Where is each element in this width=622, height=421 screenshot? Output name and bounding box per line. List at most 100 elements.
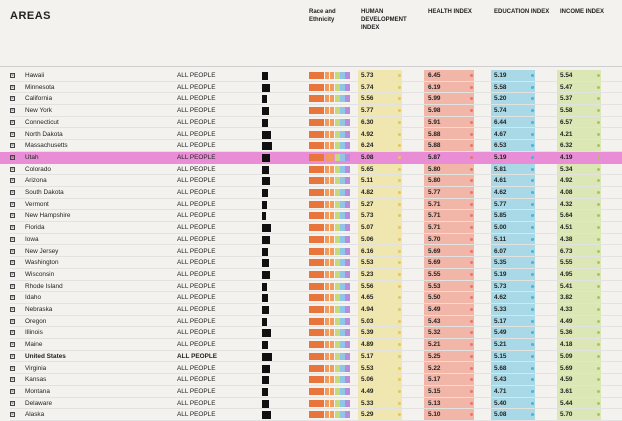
education-value: 5.21: [494, 341, 507, 349]
remove-row-checkbox[interactable]: ×: [10, 260, 15, 267]
state-shape-icon: [262, 235, 270, 244]
remove-row-checkbox[interactable]: ×: [10, 108, 15, 115]
row-divider: [10, 139, 622, 141]
income-value: 4.38: [560, 235, 573, 243]
group-label: ALL PEOPLE: [177, 317, 216, 325]
remove-row-checkbox[interactable]: ×: [10, 365, 15, 372]
table-row[interactable]: × Delaware ALL PEOPLE 5.33 5.13 5.40 5.44: [0, 398, 622, 410]
income-index-header[interactable]: INCOME INDEX: [560, 9, 605, 15]
remove-row-checkbox[interactable]: ×: [10, 213, 15, 220]
table-row[interactable]: × Utah ALL PEOPLE 5.08 5.87 5.19 4.19: [0, 151, 622, 164]
remove-row-checkbox[interactable]: ×: [10, 154, 15, 161]
race-ethnicity-bar: [309, 142, 351, 150]
remove-row-checkbox[interactable]: ×: [10, 166, 15, 173]
remove-row-checkbox[interactable]: ×: [10, 190, 15, 196]
table-row[interactable]: × Vermont ALL PEOPLE 5.27 5.71 5.77 4.32: [0, 199, 622, 211]
education-marker: [531, 191, 534, 194]
health-index-header[interactable]: HEALTH INDEX: [428, 9, 472, 15]
table-row[interactable]: × South Dakota ALL PEOPLE 4.82 5.77 4.62 4.08: [0, 187, 622, 199]
health-value: 5.10: [428, 411, 441, 419]
table-row[interactable]: × Kansas ALL PEOPLE 5.06 5.17 5.43 4.59: [0, 374, 622, 386]
remove-row-checkbox[interactable]: ×: [10, 96, 15, 103]
hdi-value: 4.92: [361, 130, 374, 138]
remove-row-checkbox[interactable]: ×: [10, 318, 15, 325]
table-row[interactable]: × Connecticut ALL PEOPLE 6.30 5.91 6.44 6.57: [0, 117, 622, 129]
table-row[interactable]: × Rhode Island ALL PEOPLE 5.56 5.53 5.73 5.41: [0, 281, 622, 293]
hdi-marker: [398, 85, 401, 89]
remove-row-checkbox[interactable]: ×: [10, 236, 15, 243]
table-row[interactable]: × Illinois ALL PEOPLE 5.39 5.32 5.49 5.36: [0, 327, 622, 340]
remove-row-checkbox[interactable]: ×: [10, 201, 15, 208]
table-row[interactable]: × New York ALL PEOPLE 5.77 5.98 5.74 5.58: [0, 105, 622, 117]
remove-row-checkbox[interactable]: ×: [10, 295, 15, 302]
remove-row-checkbox[interactable]: ×: [10, 131, 15, 138]
health-value: 5.69: [428, 247, 441, 255]
remove-row-checkbox[interactable]: ×: [10, 178, 15, 185]
table-row[interactable]: × Virginia ALL PEOPLE 5.53 5.22 5.68 5.69: [0, 363, 622, 375]
table-row[interactable]: × North Dakota ALL PEOPLE 4.92 5.88 4.67 4.21: [0, 129, 622, 141]
area-name: Washington: [25, 259, 59, 267]
remove-row-checkbox[interactable]: ×: [10, 73, 15, 79]
income-marker: [597, 120, 600, 124]
state-shape-icon: [262, 177, 270, 186]
remove-row-checkbox[interactable]: ×: [10, 119, 15, 126]
table-row[interactable]: × Montana ALL PEOPLE 4.49 5.15 4.71 3.61: [0, 386, 622, 398]
remove-row-checkbox[interactable]: ×: [10, 377, 15, 384]
income-value: 5.54: [560, 72, 573, 79]
race-ethnicity-bar: [309, 376, 351, 384]
table-row[interactable]: × Hawaii ALL PEOPLE 5.73 6.45 5.19 5.54: [0, 70, 622, 82]
health-value: 5.91: [428, 118, 441, 126]
remove-row-checkbox[interactable]: ×: [10, 400, 15, 407]
table-row[interactable]: × United States ALL PEOPLE 5.17 5.25 5.15 5.09: [0, 351, 622, 363]
remove-row-checkbox[interactable]: ×: [10, 283, 15, 290]
remove-row-checkbox[interactable]: ×: [10, 388, 15, 395]
table-row[interactable]: × Minnesota ALL PEOPLE 5.74 6.19 5.58 5.47: [0, 82, 622, 94]
state-shape-icon: [262, 411, 271, 420]
table-row[interactable]: × Colorado ALL PEOPLE 5.65 5.80 5.81 5.34: [0, 164, 622, 176]
table-row[interactable]: × New Jersey ALL PEOPLE 6.16 5.69 6.07 6.73: [0, 246, 622, 258]
race-ethnicity-header[interactable]: Race and Ethnicity: [309, 9, 336, 23]
health-value: 5.22: [428, 364, 441, 372]
health-marker: [470, 179, 473, 183]
table-row[interactable]: × California ALL PEOPLE 5.56 5.99 5.20 5.37: [0, 93, 622, 106]
remove-row-checkbox[interactable]: ×: [10, 353, 15, 360]
row-divider: [10, 384, 622, 386]
education-value: 5.74: [494, 107, 507, 115]
hdi-value: 6.16: [361, 247, 374, 255]
table-row[interactable]: × Alaska ALL PEOPLE 5.29 5.10 5.08 5.70: [0, 409, 622, 421]
race-ethnicity-bar: [309, 153, 351, 161]
income-value: 4.21: [560, 130, 573, 138]
education-value: 5.20: [494, 95, 507, 103]
table-row[interactable]: × Oregon ALL PEOPLE 5.03 5.43 5.17 4.49: [0, 316, 622, 328]
education-index-header[interactable]: EDUCATION INDEX: [494, 9, 550, 15]
table-row[interactable]: × New Hampshire ALL PEOPLE 5.73 5.71 5.85 5.64: [0, 210, 622, 223]
race-ethnicity-bar: [309, 364, 351, 372]
table-row[interactable]: × Idaho ALL PEOPLE 4.65 5.50 4.62 3.82: [0, 292, 622, 304]
group-label: ALL PEOPLE: [177, 411, 216, 419]
table-row[interactable]: × Massachusetts ALL PEOPLE 6.24 5.88 6.53 6.32: [0, 140, 622, 152]
remove-row-checkbox[interactable]: ×: [10, 84, 15, 91]
remove-row-checkbox[interactable]: ×: [10, 271, 15, 278]
table-row[interactable]: × Maine ALL PEOPLE 4.89 5.21 5.21 4.18: [0, 339, 622, 351]
health-value: 5.70: [428, 235, 441, 243]
table-row[interactable]: × Florida ALL PEOPLE 5.07 5.71 5.00 4.51: [0, 222, 622, 234]
remove-row-checkbox[interactable]: ×: [10, 330, 15, 337]
remove-row-checkbox[interactable]: ×: [10, 412, 15, 419]
table-row[interactable]: × Iowa ALL PEOPLE 5.06 5.70 5.11 4.38: [0, 234, 622, 246]
group-label: ALL PEOPLE: [177, 212, 216, 220]
education-marker: [531, 284, 534, 288]
remove-row-checkbox[interactable]: ×: [10, 225, 15, 232]
income-value: 5.64: [560, 212, 573, 220]
hdi-header[interactable]: HUMAN DEVELOPMENT INDEX: [361, 9, 407, 31]
remove-row-checkbox[interactable]: ×: [10, 307, 15, 313]
table-row[interactable]: × Nebraska ALL PEOPLE 4.94 5.49 5.33 4.33: [0, 304, 622, 316]
table-row[interactable]: × Washington ALL PEOPLE 5.53 5.69 5.35 5.55: [0, 257, 622, 269]
remove-row-checkbox[interactable]: ×: [10, 248, 15, 255]
table-row[interactable]: × Wisconsin ALL PEOPLE 5.23 5.55 5.19 4.95: [0, 269, 622, 281]
group-label: ALL PEOPLE: [177, 189, 216, 196]
state-shape-icon: [262, 387, 268, 396]
income-value: 6.57: [560, 118, 573, 126]
remove-row-checkbox[interactable]: ×: [10, 342, 15, 349]
table-row[interactable]: × Arizona ALL PEOPLE 5.11 5.80 4.61 4.92: [0, 175, 622, 187]
remove-row-checkbox[interactable]: ×: [10, 143, 15, 150]
